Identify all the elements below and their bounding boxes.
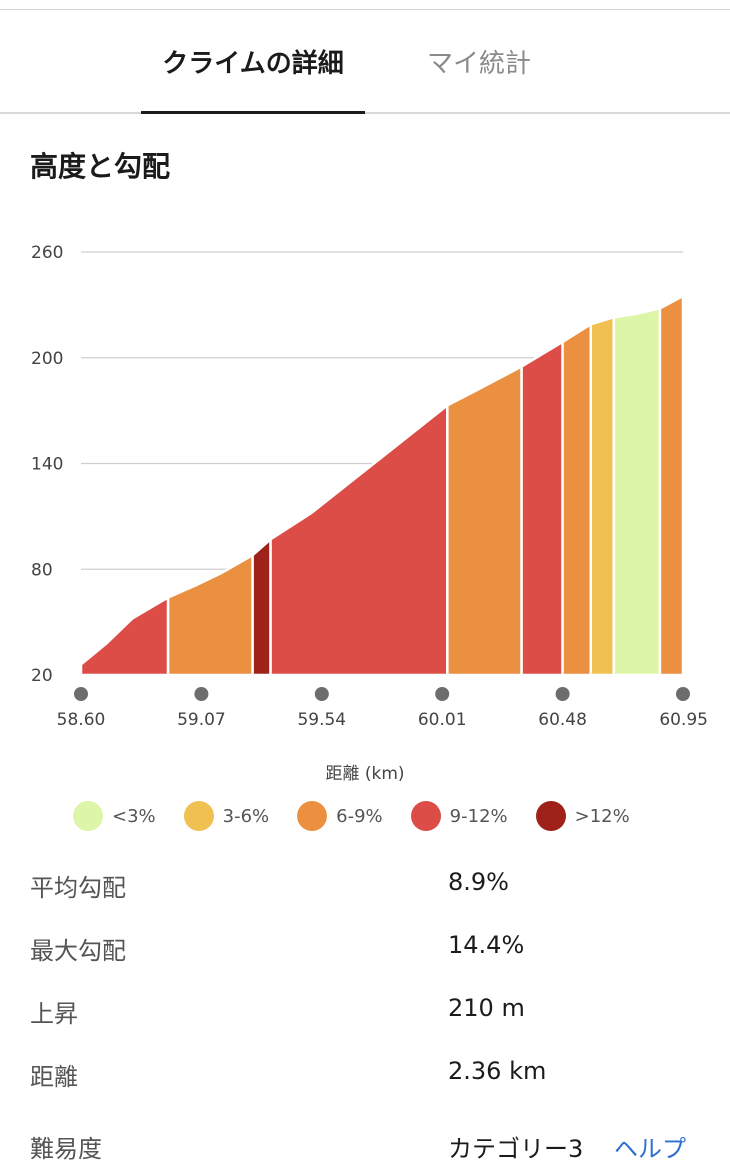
stat-row: 最大勾配 14.4%	[0, 923, 730, 973]
grade-segment-7	[561, 322, 593, 677]
x-tick-marker	[555, 687, 570, 701]
tab-my-stats[interactable]: マイ統計	[426, 48, 531, 79]
legend-swatch	[410, 801, 441, 831]
legend-label: 9-12%	[449, 805, 508, 827]
stat-value: カテゴリー3	[448, 1135, 584, 1163]
help-link[interactable]: ヘルプ	[614, 1135, 686, 1163]
grade-segment-10	[658, 293, 685, 677]
x-tick-label: 59.07	[177, 710, 226, 730]
legend-item: 6-9%	[297, 801, 383, 831]
stat-label: 上昇	[30, 1000, 78, 1028]
legend-swatch	[297, 801, 328, 831]
x-tick-marker	[194, 687, 209, 701]
x-tick-marker	[435, 687, 450, 701]
grade-segment-1	[79, 595, 170, 677]
stat-row: 距離 2.36 km	[0, 1049, 730, 1099]
y-tick-label: 200	[31, 349, 63, 369]
grade-segment-4	[269, 402, 449, 677]
legend-label: 3-6%	[222, 805, 270, 827]
legend-item: 9-12%	[410, 801, 508, 831]
stat-label: 平均勾配	[30, 874, 126, 902]
y-tick-label: 260	[31, 243, 63, 263]
x-tick-label: 59.54	[297, 710, 346, 730]
stat-value: 210 m	[448, 994, 525, 1022]
grade-segment-9	[612, 306, 662, 677]
legend-label: <3%	[112, 805, 156, 827]
legend-item: <3%	[73, 801, 156, 831]
legend-item: >12%	[535, 801, 630, 831]
x-tick-marker	[314, 687, 329, 701]
y-tick-label: 140	[31, 455, 63, 475]
legend-label: >12%	[574, 805, 630, 827]
grade-segment-2	[166, 552, 254, 677]
legend-swatch	[535, 801, 566, 831]
x-tick-label: 58.60	[57, 710, 106, 730]
stat-label: 最大勾配	[30, 937, 126, 965]
x-axis-title: 距離 (km)	[325, 764, 404, 784]
y-tick-label: 20	[31, 666, 53, 686]
stat-row: 難易度 カテゴリー3 ヘルプ	[0, 1121, 730, 1163]
grade-segment-8	[589, 315, 616, 677]
stat-row: 平均勾配 8.9%	[0, 860, 730, 910]
stat-label: 距離	[30, 1063, 78, 1091]
x-tick-label: 60.01	[418, 710, 467, 730]
legend-swatch	[73, 801, 103, 831]
grade-segment-3	[251, 536, 272, 677]
y-tick-label: 80	[31, 560, 53, 580]
legend-label: 6-9%	[336, 805, 383, 827]
grade-segment-5	[446, 364, 523, 677]
stat-row: 上昇 210 m	[0, 986, 730, 1036]
stat-label: 難易度	[30, 1135, 102, 1163]
stat-value: 2.36 km	[448, 1057, 547, 1085]
x-tick-label: 60.95	[659, 710, 708, 730]
x-tick-marker	[74, 687, 88, 701]
tab-bar: クライムの詳細 マイ統計	[0, 10, 730, 114]
elevation-chart: 260 200 140 80 20 58.60 59.07 59.54 60.01 60.48 60…	[31, 243, 708, 784]
stat-value: 8.9%	[448, 868, 509, 896]
tab-climb-details[interactable]: クライムの詳細	[141, 10, 365, 114]
stat-value: 14.4%	[448, 931, 525, 959]
grade-segment-6	[520, 339, 564, 677]
legend-item: 3-6%	[183, 801, 270, 831]
top-divider	[0, 9, 730, 10]
chart-areas	[79, 293, 685, 677]
legend-swatch	[183, 801, 214, 831]
chart-ticks: 260 200 140 80 20 58.60 59.07 59.54 60.01 60.48 60…	[31, 243, 708, 730]
x-tick-label: 60.48	[538, 710, 587, 730]
section-title: 高度と勾配	[30, 150, 171, 183]
x-tick-marker	[676, 687, 690, 701]
chart-legend: <3% 3-6% 6-9% 9-12% >12%	[73, 800, 658, 832]
